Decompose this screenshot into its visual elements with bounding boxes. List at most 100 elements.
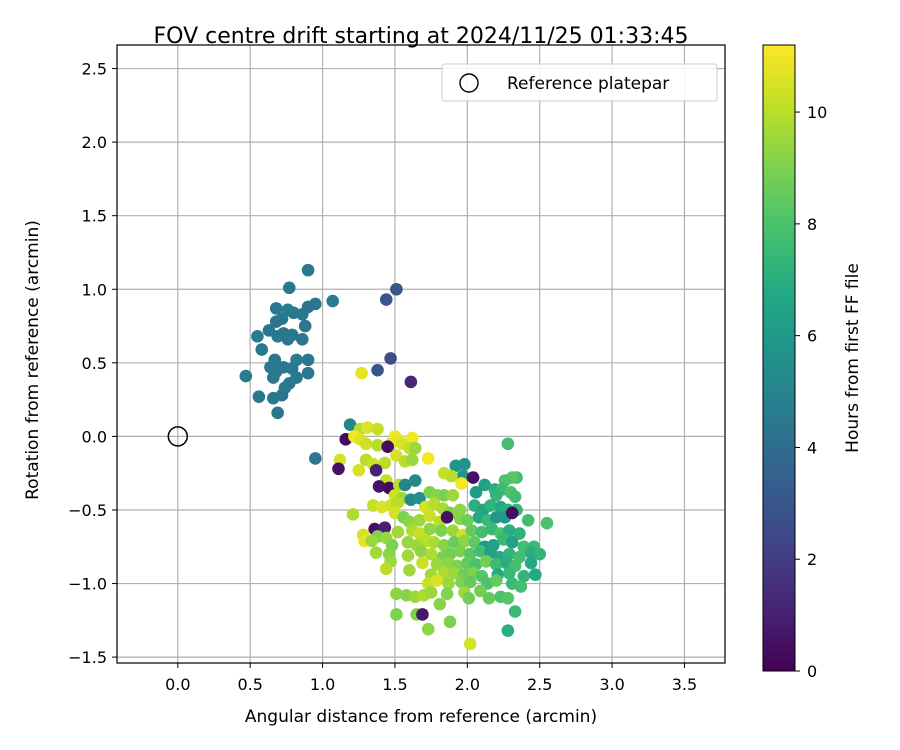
colorbar-tick-label-5: 10 (807, 103, 827, 122)
x-tick-label-7: 3.5 (672, 675, 697, 694)
scatter-point-21 (271, 330, 284, 343)
scatter-point-200 (403, 564, 416, 577)
scatter-point-84 (466, 471, 480, 484)
x-tick-label-3: 1.5 (382, 675, 407, 694)
scatter-point-57 (406, 431, 419, 445)
scatter-point-217 (489, 574, 503, 587)
scatter-point-3 (371, 363, 384, 377)
scatter-point-52 (371, 438, 384, 452)
scatter-point-41 (271, 406, 284, 420)
scatter-point-126 (440, 511, 454, 524)
scatter-point-138 (391, 525, 405, 539)
scatter-point-5 (301, 263, 315, 277)
scatter-point-24 (255, 343, 269, 356)
scatter-point-212 (430, 574, 444, 587)
scatter-point-174 (414, 544, 428, 558)
scatter-point-119 (346, 508, 360, 521)
scatter-point-33 (239, 369, 253, 383)
scatter-point-46 (361, 421, 374, 434)
scatter-point-82 (455, 477, 468, 490)
scatter-point-215 (463, 575, 477, 589)
scatter-point-4 (404, 375, 418, 389)
y-tick-label-3: 0.0 (82, 427, 107, 446)
scatter-point-144 (423, 522, 436, 536)
scatter-point-186 (533, 547, 547, 561)
scatter-point-69 (421, 452, 435, 465)
x-tick-label-1: 0.5 (237, 675, 262, 694)
scatter-point-213 (442, 577, 455, 590)
scatter-point-102 (437, 488, 451, 502)
legend-entry-reference-platepar: Reference platepar (507, 74, 669, 94)
scatter-point-22 (281, 332, 295, 346)
colorbar-tick-label-2: 4 (807, 438, 817, 457)
scatter-point-93 (508, 490, 522, 504)
scatter-point-232 (433, 597, 447, 611)
scatter-point-219 (514, 580, 528, 593)
colorbar-tick-label-1: 2 (807, 550, 817, 569)
legend-box (441, 63, 718, 102)
x-tick-label-2: 1.0 (310, 675, 335, 694)
scatter-point-145 (434, 524, 448, 537)
scatter-point-77 (408, 474, 422, 487)
x-tick-label-0: 0.0 (165, 675, 190, 694)
x-axis-label: Angular distance from reference (arcmin) (245, 707, 597, 727)
y-tick-label-4: 0.5 (82, 354, 107, 373)
colorbar-tick-label-3: 6 (807, 327, 817, 346)
scatter-point-134 (521, 513, 535, 527)
scatter-point-85 (501, 437, 515, 451)
scatter-point-95 (469, 486, 483, 499)
scatter-point-73 (372, 480, 386, 493)
scatter-point-107 (391, 496, 405, 509)
scatter-point-103 (446, 488, 460, 502)
scatter-point-34 (267, 371, 280, 384)
scatter-point-115 (484, 499, 497, 512)
scatter-point-83 (445, 469, 458, 483)
scatter-point-43 (355, 366, 368, 380)
y-tick-label-2: −0.5 (68, 501, 107, 520)
scatter-point-155 (365, 534, 379, 548)
x-tick-label-5: 2.5 (527, 675, 552, 694)
legend-reference-marker-icon (459, 73, 479, 93)
reference-platepar-marker (167, 426, 189, 447)
y-axis-label: Rotation from reference (arcmin) (23, 220, 43, 500)
scatter-point-71 (369, 463, 383, 477)
colorbar-gradient (762, 44, 796, 672)
scatter-point-194 (479, 555, 493, 568)
x-tick-label-4: 2.0 (455, 675, 480, 694)
scatter-point-1 (379, 293, 393, 306)
scatter-point-189 (430, 558, 444, 571)
scatter-point-231 (462, 591, 476, 605)
scatter-point-230 (482, 591, 496, 605)
scatter-point-124 (423, 509, 436, 523)
scatter-point-68 (406, 453, 419, 467)
scatter-point-237 (508, 605, 522, 618)
colorbar-tick-label-4: 8 (807, 215, 817, 234)
scatter-point-233 (390, 608, 403, 621)
y-tick-label-6: 1.5 (82, 207, 107, 226)
scatter-point-27 (301, 353, 315, 367)
scatter-point-128 (461, 513, 474, 527)
colorbar-label: Hours from first FF file (843, 263, 863, 453)
grid (117, 45, 725, 663)
scatter-point-42 (309, 452, 322, 465)
scatter-point-160 (427, 536, 441, 549)
colorbar-ticks: 0 2 4 6 8 10 (795, 103, 827, 681)
scatter-point-199 (379, 562, 393, 576)
scatter-point-112 (453, 503, 467, 517)
scatter-point-0 (390, 282, 403, 296)
scatter-point-23 (295, 332, 309, 346)
scatter-point-149 (475, 525, 489, 539)
scatter-point-173 (401, 549, 415, 562)
scatter-point-38 (252, 390, 266, 403)
scatter-point-76 (398, 478, 412, 492)
scatter-point-60 (408, 441, 422, 455)
scatter-point-94 (489, 488, 503, 502)
scatter-point-148 (465, 524, 478, 537)
scatter-point-238 (421, 622, 435, 636)
scatter-point-58 (381, 440, 395, 454)
scatter-point-168 (505, 536, 519, 549)
scatter-point-163 (458, 534, 471, 548)
scatter-point-123 (413, 513, 426, 527)
scatter-point-13 (295, 307, 309, 321)
colorbar-tick-label-0: 0 (807, 662, 817, 681)
